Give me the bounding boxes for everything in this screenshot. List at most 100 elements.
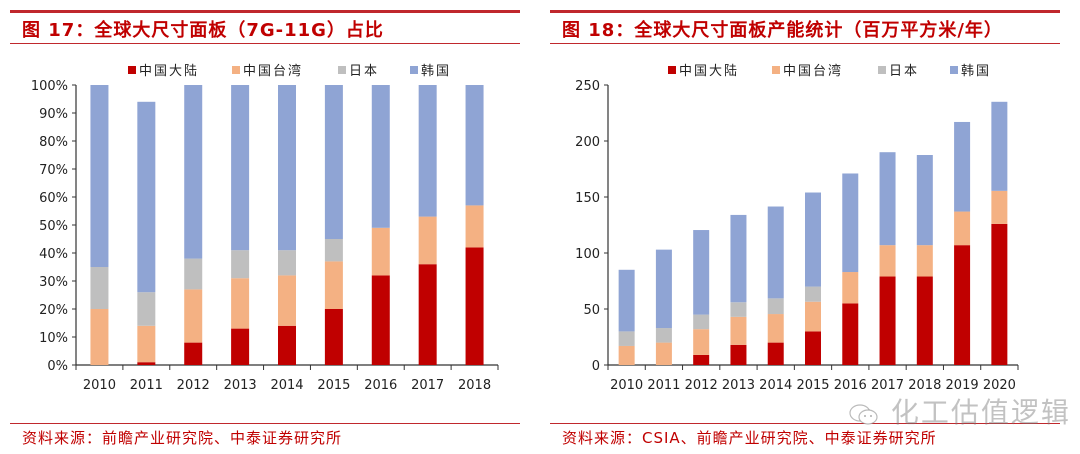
chart-panel-fig17: 图 17：全球大尺寸面板（7G-11G）占比 中国大陆 中国台湾 日本 韩国 0% 10%… bbox=[10, 0, 520, 454]
bar-segment bbox=[805, 301, 821, 332]
bar-stack-2013 bbox=[231, 85, 250, 365]
bar-segment bbox=[418, 216, 437, 265]
y-tick-label: 50 bbox=[583, 303, 600, 318]
bar-stack-2014 bbox=[767, 206, 784, 365]
x-tick-label: 2012 bbox=[177, 378, 210, 393]
bar-segment bbox=[991, 190, 1008, 224]
y-tick-label: 20% bbox=[39, 303, 68, 318]
bar-segment bbox=[730, 316, 747, 345]
bar-segment bbox=[465, 205, 484, 248]
bar-segment bbox=[137, 362, 156, 365]
bar-segment bbox=[730, 302, 747, 317]
bar-segment bbox=[324, 239, 343, 262]
bar-segment bbox=[730, 344, 747, 365]
source-note: 资料来源：前瞻产业研究院、中泰证券研究所 bbox=[22, 429, 343, 447]
y-tick-label: 70% bbox=[39, 163, 68, 178]
legend-swatch bbox=[410, 66, 418, 74]
bar-segment bbox=[767, 342, 784, 365]
legend-item: 韩国 bbox=[950, 64, 991, 79]
legend-item: 中国台湾 bbox=[232, 63, 303, 79]
bar-segment bbox=[184, 258, 203, 290]
bar-stack-2013 bbox=[730, 214, 747, 365]
y-tick-label: 60% bbox=[39, 191, 68, 206]
bar-stack-2011 bbox=[655, 249, 672, 365]
source-divider bbox=[10, 423, 520, 424]
bar-stack-2020 bbox=[991, 101, 1008, 365]
legend-label: 中国台湾 bbox=[243, 63, 303, 79]
bar-stack-2018 bbox=[916, 155, 933, 365]
bar-segment bbox=[730, 214, 747, 303]
stacked-bar-chart-share: 中国大陆 中国台湾 日本 韩国 0% 10% 20% 30% 40% 50% 60% 70% 80% 90… bbox=[31, 63, 499, 393]
bar-segment bbox=[278, 85, 296, 251]
bar-segment bbox=[418, 264, 437, 365]
x-tick-label: 2014 bbox=[759, 378, 792, 393]
bar-segment bbox=[90, 309, 109, 365]
bar-stack-2012 bbox=[184, 85, 203, 365]
bar-stack-2017 bbox=[879, 152, 896, 365]
y-tick-label: 100% bbox=[31, 79, 68, 94]
bar-stack-2015 bbox=[805, 192, 821, 365]
x-tick-label: 2018 bbox=[908, 378, 941, 393]
legend-label: 韩国 bbox=[961, 64, 991, 79]
x-tick-label: 2017 bbox=[871, 378, 904, 393]
bar-segment bbox=[231, 85, 250, 251]
bar-segment bbox=[879, 245, 896, 277]
legend-item: 中国大陆 bbox=[668, 63, 737, 79]
bar-segment bbox=[278, 250, 296, 276]
y-tick-label: 150 bbox=[575, 191, 600, 206]
bar-segment bbox=[231, 328, 250, 365]
legend-swatch bbox=[878, 66, 886, 74]
bar-segment bbox=[278, 275, 296, 326]
bar-segment bbox=[231, 250, 250, 279]
bar-segment bbox=[324, 261, 343, 309]
legend-swatch bbox=[668, 66, 676, 74]
y-tick-label: 250 bbox=[575, 79, 600, 94]
bar-segment bbox=[842, 272, 859, 304]
bar-segment bbox=[805, 192, 821, 287]
bar-stack-2010 bbox=[618, 269, 635, 365]
bar-segment bbox=[655, 249, 672, 329]
title-divider bbox=[10, 43, 520, 44]
bar-segment bbox=[879, 276, 896, 365]
legend-item: 中国大陆 bbox=[128, 63, 199, 79]
y-tick-label: 10% bbox=[39, 331, 68, 346]
legend-label: 日本 bbox=[349, 64, 379, 79]
bar-segment bbox=[954, 211, 971, 246]
x-tick-label: 2012 bbox=[685, 378, 718, 393]
bar-segment bbox=[137, 101, 156, 293]
title-divider bbox=[550, 43, 1060, 44]
x-tick-label: 2014 bbox=[270, 378, 303, 393]
bar-segment bbox=[879, 152, 896, 246]
x-tick-label: 2020 bbox=[983, 378, 1016, 393]
x-tick-label: 2016 bbox=[364, 378, 397, 393]
legend-label: 中国大陆 bbox=[139, 63, 199, 79]
bar-segment bbox=[184, 342, 203, 365]
x-tick-label: 2018 bbox=[458, 378, 491, 393]
bar-segment bbox=[184, 289, 203, 343]
bar-segment bbox=[805, 331, 821, 365]
chart-panel-fig18: 图 18：全球大尺寸面板产能统计（百万平方米/年） 中国大陆 中国台湾 日本 韩国 0 5… bbox=[550, 0, 1060, 454]
x-tick-label: 2011 bbox=[647, 378, 680, 393]
bar-segment bbox=[618, 345, 635, 365]
legend-swatch bbox=[772, 66, 780, 74]
bar-segment bbox=[842, 173, 859, 273]
y-tick-label: 50% bbox=[39, 219, 68, 234]
legend-item: 韩国 bbox=[410, 64, 449, 79]
bar-segment bbox=[465, 247, 484, 365]
bar-stack-2014 bbox=[278, 85, 296, 365]
bar-segment bbox=[418, 85, 437, 217]
legend-item: 日本 bbox=[338, 64, 379, 79]
bar-segment bbox=[767, 314, 784, 343]
bar-segment bbox=[655, 342, 672, 365]
legend-item: 中国台湾 bbox=[772, 63, 841, 79]
bar-segment bbox=[991, 101, 1008, 191]
watermark-text: 化工估值逻辑 bbox=[890, 396, 1071, 429]
bar-stack-2018 bbox=[465, 85, 484, 365]
bar-stack-2019 bbox=[954, 121, 971, 365]
bar-segment bbox=[278, 325, 296, 365]
y-tick-label: 80% bbox=[39, 135, 68, 150]
top-divider bbox=[10, 10, 520, 13]
bar-segment bbox=[767, 206, 784, 299]
x-tick-label: 2016 bbox=[834, 378, 867, 393]
bar-segment bbox=[465, 85, 484, 206]
